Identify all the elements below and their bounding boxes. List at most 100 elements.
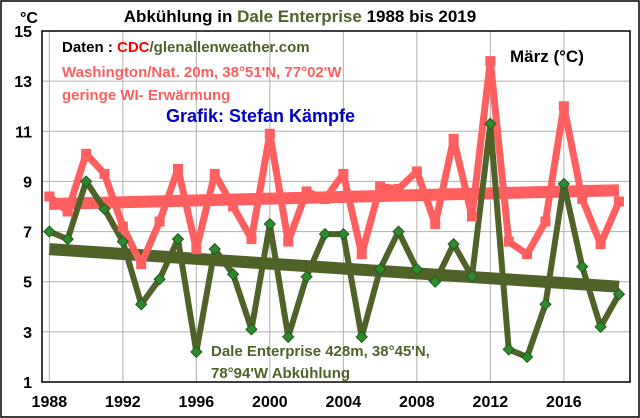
dale-point [594,320,607,334]
washington-point [356,249,367,260]
x-tick-label: 2004 [326,394,362,411]
washington-point [81,148,92,159]
washington-point [62,206,73,217]
dale-point [576,260,589,273]
washington-point [375,181,386,192]
y-tick-label: 5 [23,275,32,292]
dale-point [98,202,111,216]
dale-point [79,175,93,188]
dale-point [465,270,479,283]
dale-point [263,217,277,231]
dale-point [429,275,442,288]
dale-point [612,288,626,301]
x-tick-label: 2012 [473,394,509,411]
source-rest: /glenallenweather.com [150,39,310,56]
chart-title-part: Abkühlung in [124,7,237,26]
dale-point [318,227,332,241]
washington-point [338,168,349,179]
month-label: März (°C) [510,47,584,66]
washington-point [540,216,551,227]
x-tick-label: 2008 [399,394,435,411]
washington-point [264,128,275,139]
dale-label-line1: Dale Enterprise 428m, 38°45'N, [211,343,430,360]
dale-label-line2: 78°94'W Abkühlung [211,365,350,382]
dale-point [61,232,74,246]
dale-point [373,262,387,276]
washington-point [485,56,496,67]
chart-title-part: 1988 bis 2019 [362,7,476,26]
dale-point [208,242,221,256]
dale-point [355,330,368,344]
washington-point [99,168,110,179]
y-tick-label: 9 [23,174,32,191]
washington-point [411,166,422,177]
chart-title: Abkühlung in Dale Enterprise 1988 bis 20… [124,7,476,26]
dale-point [392,225,405,238]
dale-point [245,323,258,336]
dale-point [135,298,148,311]
dale-point [226,267,240,281]
series-layer [43,56,626,364]
washington-point [283,236,294,247]
y-tick-label: 7 [23,225,32,242]
y-tick-label: 11 [15,124,32,141]
washington-point [466,211,477,222]
washington-point [191,244,202,255]
chart-title-part: Dale Enterprise [237,7,362,26]
washington-trend-line [49,184,620,210]
dale-point [447,237,460,251]
washington-point [246,234,257,245]
dale-point [484,117,497,130]
washington-label-line1: Washington/Nat. 20m, 38°51'N, 77°02'W [62,64,342,81]
dale-point [171,232,185,246]
dale-point [43,225,56,238]
washington-point [448,133,459,144]
washington-point [558,101,569,112]
dale-point [520,350,534,364]
source-cdc: CDC [117,39,150,56]
y-tick-label: 1 [23,375,32,392]
source-prefix: Daten : [62,39,117,56]
dale-point [502,343,515,356]
washington-point [136,259,147,270]
x-tick-label: 1988 [32,394,68,411]
washington-point [117,221,128,232]
washington-point [577,193,588,204]
x-tick-label: 1996 [179,394,215,411]
x-tick-label: 2000 [252,394,288,411]
dale-point [190,345,203,359]
washington-point [595,239,606,250]
x-tick-label: 2016 [546,394,582,411]
washington-point [209,168,220,179]
washington-point [613,196,624,207]
dale-point [410,262,424,276]
dale-point [153,273,166,286]
dale-point [116,235,130,248]
washington-point [393,183,404,194]
source-annotation: Daten : CDC/glenallenweather.com [62,39,310,56]
washington-point [301,186,312,197]
washington-label-line2: geringe WI- Erwärmung [62,87,230,104]
dale-point [300,270,313,283]
unit-label: °C [20,10,38,27]
plot-area-border [41,30,631,383]
x-tick-label: 1992 [105,394,141,411]
washington-point [172,163,183,174]
grafik-credit: Grafik: Stefan Kämpfe [166,106,355,126]
washington-point [228,201,239,212]
y-tick-label: 3 [23,325,32,342]
dale-point [337,227,350,241]
x-tick-labels: 1988 1992 1996 2000 2004 2008 2012 2016 [32,394,582,411]
dale-point [539,298,552,311]
dale-point [557,177,571,191]
washington-point [522,249,533,260]
y-tick-label: 13 [14,74,32,91]
y-tick-label: 15 [14,24,32,41]
washington-point [503,236,514,247]
dale-point [282,330,295,344]
washington-point [154,216,165,227]
washington-point [430,219,441,230]
washington-point [44,191,55,202]
